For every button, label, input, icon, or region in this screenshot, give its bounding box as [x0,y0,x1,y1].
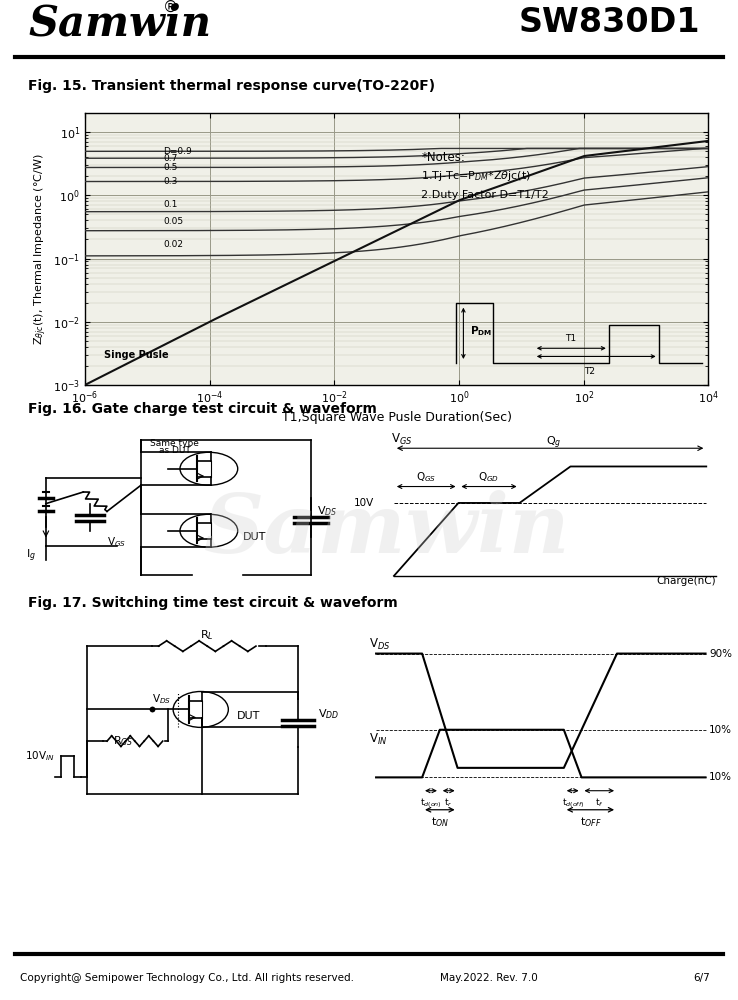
Text: 90%: 90% [709,649,732,659]
Text: t$_r$: t$_r$ [444,796,453,809]
Text: R$_L$: R$_L$ [201,629,214,642]
Text: Fig. 15. Transient thermal response curve(TO-220F): Fig. 15. Transient thermal response curv… [28,79,435,93]
Text: 10V: 10V [354,498,373,508]
Text: Same type: Same type [151,439,199,448]
Text: as DUT: as DUT [159,446,191,455]
Text: 0.02: 0.02 [163,240,183,249]
Text: D=0.9: D=0.9 [163,147,192,156]
Text: Fig. 17. Switching time test circuit & waveform: Fig. 17. Switching time test circuit & w… [28,596,398,610]
Text: Q$_g$: Q$_g$ [546,435,561,451]
Text: R$_{GS}$: R$_{GS}$ [113,734,134,748]
Text: Q$_{GD}$: Q$_{GD}$ [478,470,500,484]
Text: I$_g$: I$_g$ [26,548,35,564]
Text: t$_{OFF}$: t$_{OFF}$ [579,815,601,829]
Text: DUT: DUT [236,711,260,721]
Y-axis label: Z$_{\theta jc}$(t), Thermal Impedance (°C/W): Z$_{\theta jc}$(t), Thermal Impedance (°… [32,153,49,345]
Text: SW830D1: SW830D1 [519,6,700,39]
Text: 6/7: 6/7 [693,973,710,983]
Text: Singe Pusle: Singe Pusle [103,350,168,360]
Text: V$_{DS}$: V$_{DS}$ [317,504,338,518]
Text: 10V$_{IN}$: 10V$_{IN}$ [25,749,55,763]
Text: 0.5: 0.5 [163,163,178,172]
Text: $\mathbf{P_{DM}}$: $\mathbf{P_{DM}}$ [470,324,492,338]
Text: DUT: DUT [243,532,266,542]
Text: ®: ® [163,0,179,14]
Text: V$_{GS}$: V$_{GS}$ [390,432,412,447]
Text: May.2022. Rev. 7.0: May.2022. Rev. 7.0 [440,973,538,983]
Text: V$_{DD}$: V$_{DD}$ [317,707,339,721]
Text: t$_{d(on)}$: t$_{d(on)}$ [420,796,442,810]
Text: 10%: 10% [709,772,732,782]
Text: V$_{DS}$: V$_{DS}$ [152,692,171,706]
Text: 0.7: 0.7 [163,154,178,163]
Text: V$_{DS}$: V$_{DS}$ [369,636,390,652]
Text: T2: T2 [584,367,595,376]
Text: T1: T1 [565,334,576,343]
Text: 10%: 10% [709,725,732,735]
Text: Charge(nC): Charge(nC) [657,576,717,586]
Text: 0.05: 0.05 [163,217,183,226]
Text: Copyright@ Semipower Technology Co., Ltd. All rights reserved.: Copyright@ Semipower Technology Co., Ltd… [20,973,354,983]
Text: t$_{ON}$: t$_{ON}$ [431,815,449,829]
Text: V$_{IN}$: V$_{IN}$ [369,732,387,747]
Text: t$_{d(off)}$: t$_{d(off)}$ [562,796,584,810]
Text: Samwin: Samwin [28,2,211,44]
Text: 0.1: 0.1 [163,200,178,209]
Text: Samwin: Samwin [204,490,570,570]
Text: *Notes:: *Notes: [421,151,466,164]
Text: V$_{GS}$: V$_{GS}$ [107,535,126,549]
Text: t$_f$: t$_f$ [595,796,604,809]
Text: 1.Tj-Tc=P$_{DM}$*Z$\theta$jc(t): 1.Tj-Tc=P$_{DM}$*Z$\theta$jc(t) [421,169,531,183]
Text: 2.Duty Factor D=T1/T2: 2.Duty Factor D=T1/T2 [421,190,549,200]
Text: 0.3: 0.3 [163,177,178,186]
Text: Q$_{GS}$: Q$_{GS}$ [416,470,436,484]
Text: Fig. 16. Gate charge test circuit & waveform: Fig. 16. Gate charge test circuit & wave… [28,401,377,416]
X-axis label: T1,Square Wave Pusle Duration(Sec): T1,Square Wave Pusle Duration(Sec) [282,411,511,424]
